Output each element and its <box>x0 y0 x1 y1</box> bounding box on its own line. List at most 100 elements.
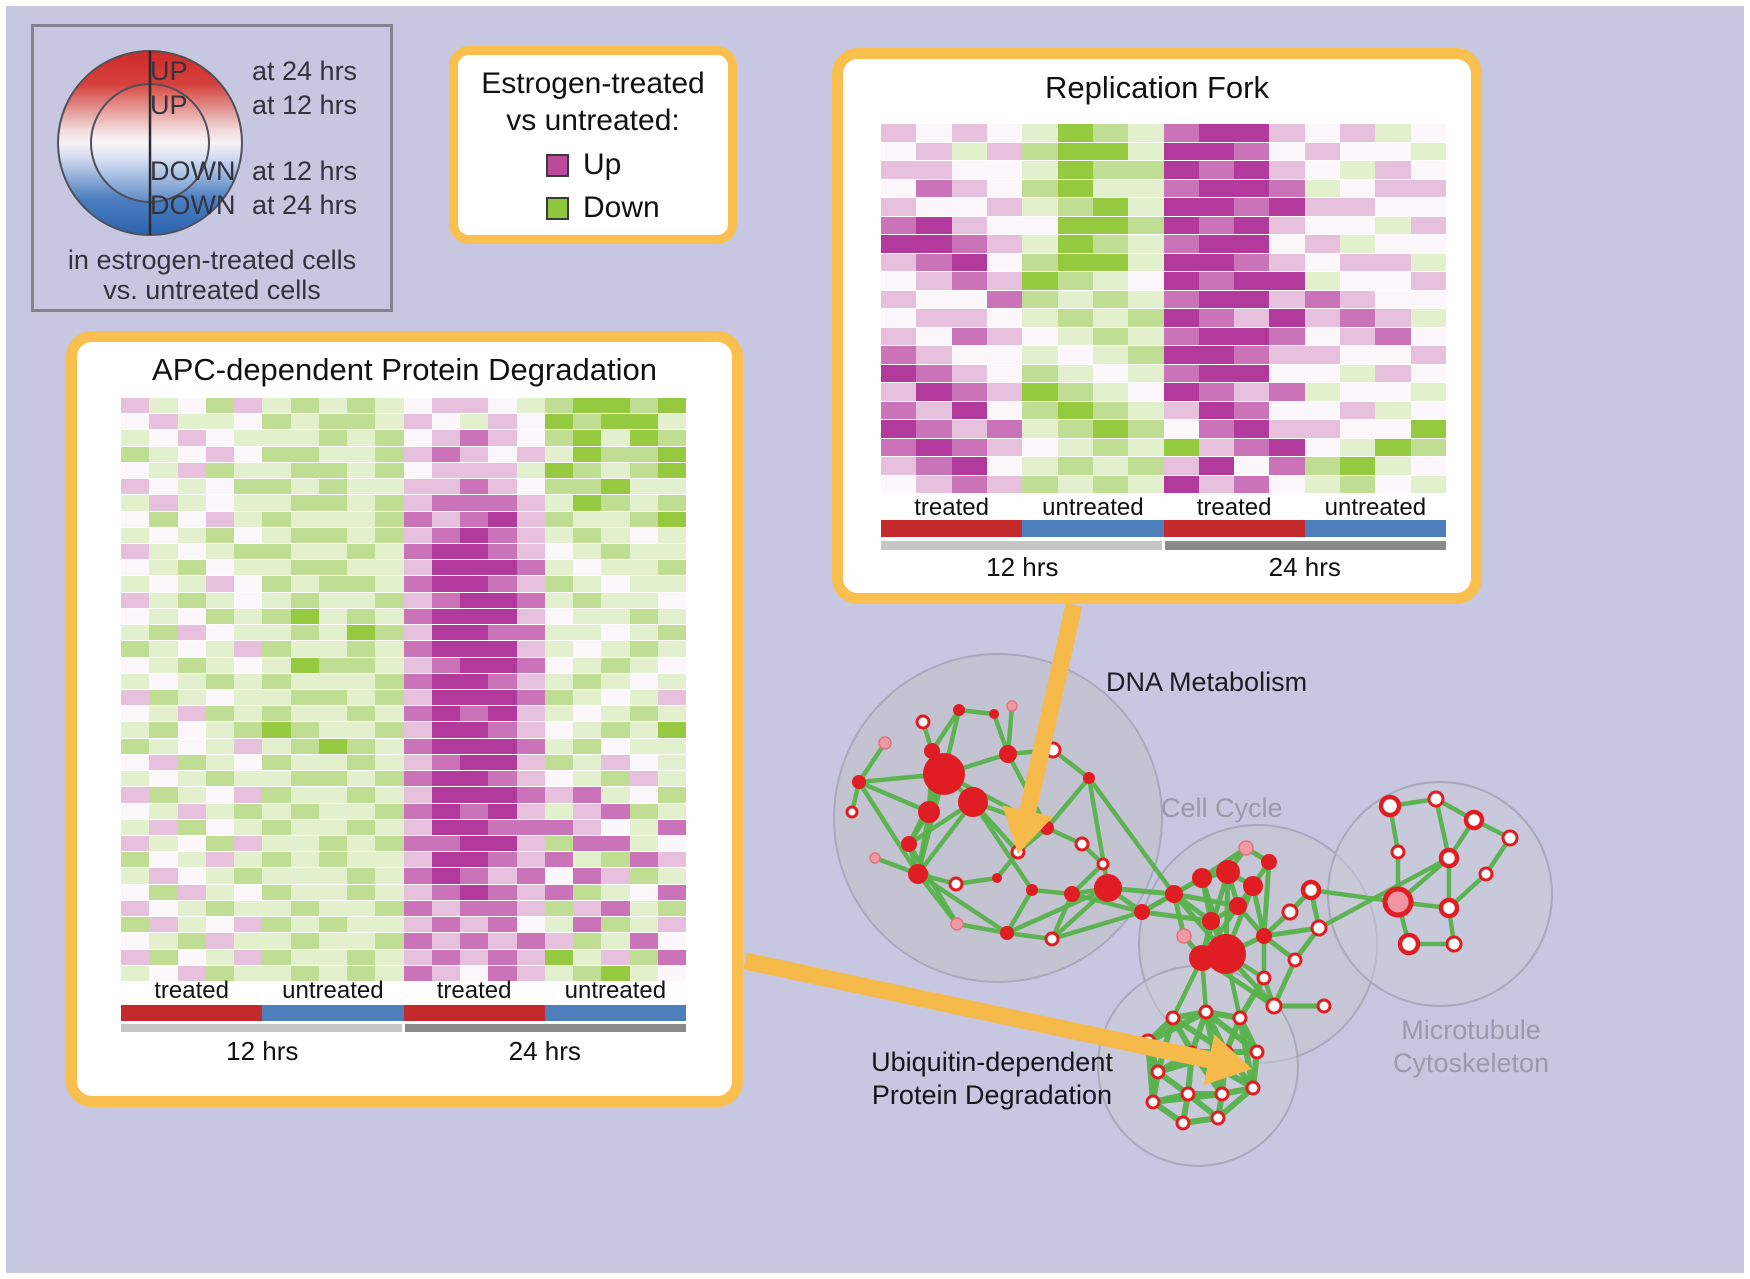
gene-node <box>1064 886 1080 902</box>
gene-node <box>1096 857 1110 871</box>
gene-node <box>1427 790 1445 808</box>
updown-label-down-24: DOWN <box>150 190 236 220</box>
gene-node <box>1438 847 1460 869</box>
updown-legend-box: UP at 24 hrs UP at 12 hrs DOWN at 12 hrs… <box>31 24 393 312</box>
gene-node <box>1281 903 1299 921</box>
gene-node <box>1134 904 1150 920</box>
network-label-dna-metabolism: DNA Metabolism <box>1106 666 1307 699</box>
apc-group-treated-24: treated <box>436 977 512 1004</box>
network-label-cell-cycle: Cell Cycle <box>1161 792 1283 825</box>
replication-fork-title: Replication Fork <box>1045 70 1269 105</box>
gene-node <box>1040 821 1054 835</box>
gene-node <box>953 704 965 716</box>
gene-node <box>1243 876 1263 896</box>
gene-node <box>908 864 928 884</box>
gene-node <box>1150 1064 1166 1080</box>
arrow-head <box>1002 805 1054 854</box>
network-label-microtubule-cytoskeleton: Microtubule Cytoskeleton <box>1351 1014 1591 1080</box>
estrogen-legend-box: Estrogen-treated vs untreated: Up Down <box>449 46 737 244</box>
gene-node <box>1249 1044 1265 1060</box>
gene-node <box>1300 879 1322 901</box>
gene-node <box>1390 844 1406 860</box>
estrogen-legend-title-line2: vs untreated: <box>506 104 680 137</box>
up-color-swatch <box>546 153 569 177</box>
gene-node <box>1238 840 1254 856</box>
updown-time-12b: at 12 hrs <box>252 156 358 186</box>
gene-node <box>1232 1010 1248 1026</box>
updown-label-up-24: UP <box>150 56 188 86</box>
gene-node <box>1083 772 1095 784</box>
gene-node <box>1165 1010 1181 1026</box>
cluster-microtubule-cytoskeleton <box>1327 781 1553 1007</box>
gene-node <box>1214 1086 1230 1102</box>
gene-node <box>918 801 940 823</box>
apc-time-24hrs: 24 hrs <box>508 1036 581 1066</box>
down-color-swatch <box>546 196 569 220</box>
gene-node <box>1189 945 1215 971</box>
gene-node <box>1145 1094 1161 1110</box>
gene-node <box>1501 829 1519 847</box>
gene-node <box>999 745 1017 763</box>
gene-node <box>1010 844 1026 860</box>
apc-degradation-panel: APC-dependent Protein Degradation treate… <box>66 331 743 1107</box>
gene-node <box>1256 928 1272 944</box>
gene-node <box>1206 934 1246 974</box>
figure-canvas: UP at 24 hrs UP at 12 hrs DOWN at 12 hrs… <box>6 6 1744 1273</box>
gene-node <box>1176 928 1192 944</box>
apc-group-untreated-24: untreated <box>564 977 667 1004</box>
updown-label-up-12: UP <box>150 90 188 120</box>
rf-time-labels: 12 hrs 24 hrs <box>881 552 1446 583</box>
gene-node <box>992 873 1002 883</box>
gene-node <box>1445 935 1463 953</box>
gene-node <box>1229 897 1247 915</box>
gene-node <box>1463 809 1485 831</box>
gene-node <box>1256 970 1272 986</box>
rf-time-bar <box>881 541 1446 550</box>
rf-time-12hrs: 12 hrs <box>986 552 1059 582</box>
gene-node <box>1310 919 1328 937</box>
gene-node <box>1210 1110 1226 1126</box>
microtubule-label-line1: Microtubule <box>1401 1015 1541 1045</box>
microtubule-label-line2: Cytoskeleton <box>1392 1048 1550 1078</box>
replication-fork-heatmap <box>881 124 1446 493</box>
gene-node <box>1000 926 1014 940</box>
gene-node <box>1438 897 1460 919</box>
apc-group-treated-12: treated <box>154 977 229 1004</box>
updown-footer-line1: in estrogen-treated cells <box>67 245 357 275</box>
gene-node <box>878 736 892 750</box>
rf-treatment-colorbar <box>881 520 1446 537</box>
gene-node <box>1202 912 1220 930</box>
gene-node <box>1397 932 1421 956</box>
gene-node <box>1006 700 1018 712</box>
gene-node <box>1478 866 1494 882</box>
ubiquitin-label-line2: Protein Degradation <box>871 1080 1113 1110</box>
gene-node <box>1265 997 1283 1015</box>
gene-node <box>901 836 917 852</box>
apc-time-bar <box>121 1024 686 1032</box>
gene-node <box>869 852 881 864</box>
gene-node <box>1316 998 1332 1014</box>
gene-node <box>948 876 964 892</box>
legend-item-down: Down <box>546 191 728 225</box>
gene-node <box>1378 794 1402 818</box>
updown-time-24b: at 24 hrs <box>252 190 358 220</box>
up-label: Up <box>583 148 622 181</box>
gene-node <box>1026 884 1038 896</box>
apc-treatment-colorbar <box>121 1005 686 1021</box>
gene-node <box>1139 1033 1157 1051</box>
cluster-dna-metabolism <box>833 653 1163 983</box>
rf-group-untreated-12: untreated <box>1042 494 1144 521</box>
gene-node <box>915 714 931 730</box>
dna-metabolism-label-text: DNA Metabolism <box>1106 667 1308 697</box>
gene-node <box>1287 952 1303 968</box>
updown-time-24a: at 24 hrs <box>252 56 358 86</box>
ubiquitin-label-line1: Ubiquitin-dependent <box>871 1047 1113 1077</box>
gene-node <box>1216 860 1240 884</box>
gene-node <box>989 709 999 719</box>
cluster-cell-cycle <box>1138 824 1378 1064</box>
gene-node <box>1261 854 1277 870</box>
gene-node <box>1044 931 1060 947</box>
network-label-ubiquitin-degradation: Ubiquitin-dependent Protein Degradation <box>854 1046 1130 1112</box>
apc-time-12hrs: 12 hrs <box>226 1036 299 1066</box>
